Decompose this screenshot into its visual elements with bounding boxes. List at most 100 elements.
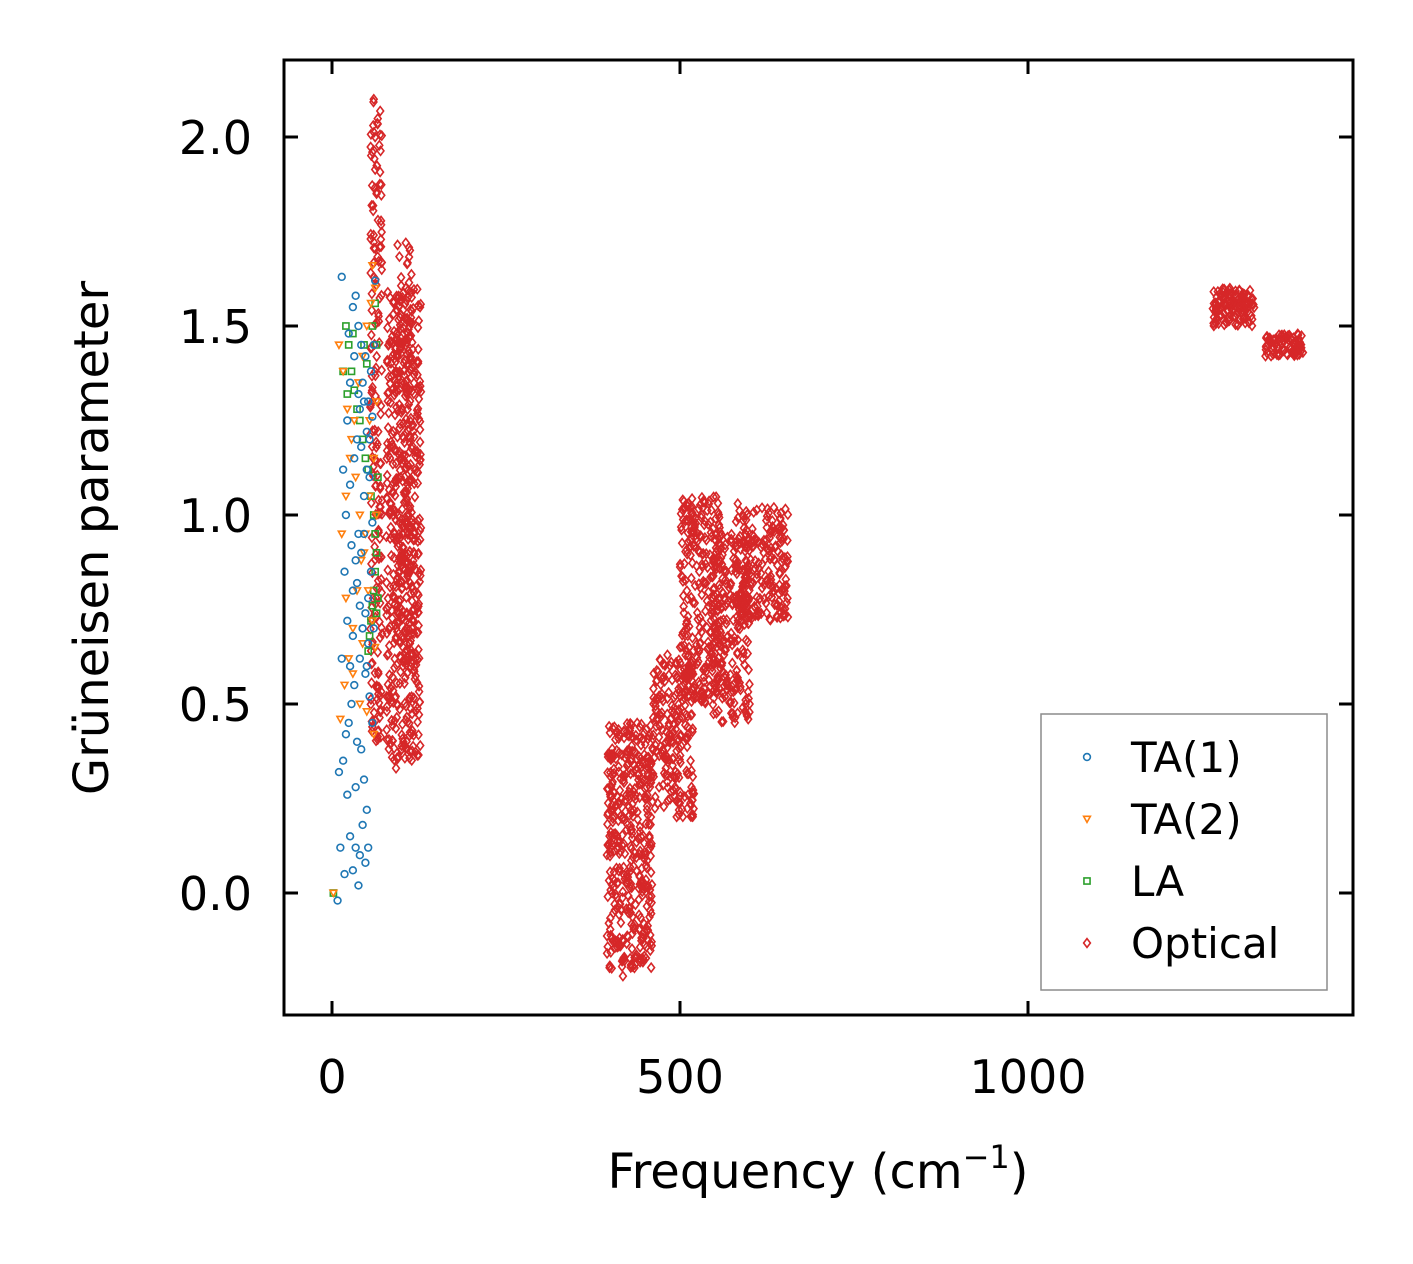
- optical-point: [1248, 298, 1258, 311]
- optical-point: [409, 559, 419, 572]
- data-point: [367, 617, 378, 626]
- optical-point: [738, 644, 748, 656]
- optical-point: [411, 564, 421, 576]
- optical-point: [388, 458, 398, 470]
- optical-point: [641, 723, 651, 736]
- legend-label: Optical: [1131, 919, 1279, 968]
- optical-point: [382, 724, 392, 736]
- optical-point: [686, 591, 696, 604]
- optical-point: [376, 215, 386, 227]
- optical-point: [1219, 319, 1229, 331]
- optical-point: [768, 521, 778, 534]
- optical-point: [404, 611, 414, 624]
- optical-point: [1211, 317, 1221, 330]
- optical-point: [705, 626, 715, 639]
- optical-point: [739, 522, 749, 534]
- data-point: [369, 730, 379, 740]
- optical-point: [652, 664, 662, 677]
- optical-point: [672, 745, 682, 757]
- optical-point: [739, 534, 749, 546]
- optical-point: [697, 626, 706, 638]
- optical-point: [1231, 318, 1240, 331]
- data-point: [1239, 301, 1249, 313]
- optical-point: [1248, 292, 1258, 305]
- data-point: [361, 609, 370, 618]
- optical-point: [743, 636, 753, 648]
- optical-point: [703, 643, 712, 655]
- optical-point: [641, 952, 651, 964]
- optical-point: [606, 946, 616, 959]
- optical-point: [716, 556, 725, 568]
- optical-point: [669, 702, 679, 715]
- optical-point: [1294, 333, 1304, 345]
- optical-point: [645, 911, 654, 923]
- optical-point: [774, 525, 784, 537]
- optical-point: [688, 770, 698, 783]
- optical-point: [686, 507, 696, 519]
- optical-point: [672, 710, 682, 722]
- optical-point: [744, 692, 753, 705]
- optical-point: [615, 797, 625, 810]
- optical-point: [693, 655, 703, 668]
- optical-point: [776, 601, 786, 614]
- optical-point: [681, 649, 691, 661]
- optical-point: [415, 423, 425, 436]
- optical-point: [384, 691, 394, 703]
- optical-point: [659, 800, 669, 813]
- optical-point: [678, 811, 688, 823]
- legend: TA(1) TA(2) LA Optical: [1040, 713, 1328, 991]
- optical-point: [374, 725, 383, 737]
- optical-point: [661, 736, 671, 749]
- data-point: [362, 427, 371, 437]
- optical-point: [649, 729, 658, 741]
- data-point: [368, 518, 377, 527]
- data-point: [365, 692, 374, 701]
- optical-point: [738, 701, 748, 714]
- data-point: [372, 609, 381, 618]
- optical-point: [381, 530, 391, 543]
- y-tick-label: 2.0: [179, 111, 252, 165]
- optical-point: [405, 726, 415, 739]
- data-point: [341, 510, 351, 520]
- optical-point: [612, 790, 622, 802]
- optical-point: [657, 707, 667, 719]
- optical-point: [626, 820, 636, 832]
- data-point: [362, 359, 371, 368]
- optical-point: [366, 128, 376, 141]
- optical-point: [635, 791, 644, 804]
- optical-point: [614, 766, 624, 778]
- optical-point: [645, 781, 655, 793]
- y-tick-label: 1.0: [179, 489, 252, 543]
- optical-point: [627, 832, 637, 844]
- optical-point: [693, 613, 703, 625]
- optical-point: [383, 395, 393, 407]
- data-point: [355, 511, 365, 521]
- optical-point: [713, 506, 723, 519]
- data-point: [355, 700, 365, 710]
- optical-point: [1284, 342, 1294, 354]
- optical-point: [405, 729, 414, 742]
- optical-point: [722, 684, 732, 696]
- data-point: [359, 529, 369, 539]
- optical-point: [388, 696, 398, 709]
- optical-point: [367, 384, 377, 397]
- data-point: [351, 843, 360, 852]
- optical-point: [393, 560, 403, 572]
- optical-point: [687, 794, 697, 807]
- optical-point: [688, 784, 698, 796]
- legend-marker: [1082, 815, 1092, 825]
- optical-point: [607, 743, 617, 755]
- data-point: [354, 321, 363, 331]
- optical-point: [703, 518, 713, 530]
- optical-point: [399, 496, 409, 508]
- optical-point: [367, 677, 376, 689]
- data-point: [362, 708, 372, 717]
- optical-point: [715, 562, 724, 574]
- optical-point: [392, 376, 402, 389]
- optical-point: [396, 471, 406, 484]
- data-point: [352, 587, 362, 596]
- optical-point: [675, 753, 685, 766]
- data-point: [342, 322, 350, 330]
- optical-point: [412, 749, 422, 762]
- optical-point: [642, 789, 652, 801]
